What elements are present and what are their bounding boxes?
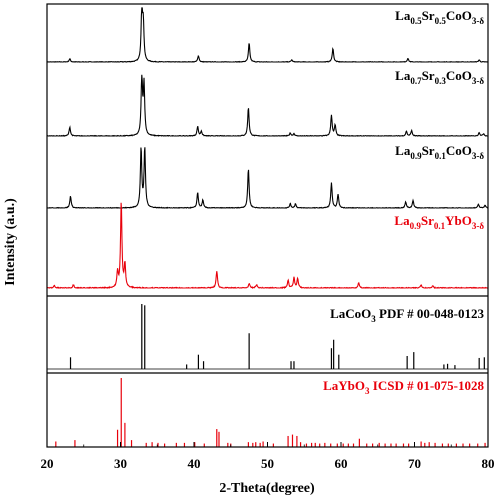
panel-5: LaCoO3 PDF # 00-048-0123 bbox=[47, 304, 488, 370]
panel-label-1: La0.5Sr0.5CoO3-δ bbox=[395, 8, 484, 26]
chart-panels: La0.5Sr0.5CoO3-δ La0.7Sr0.3CoO3-δ La0.9Sr0… bbox=[46, 7, 489, 448]
x-tick-label: 30 bbox=[114, 456, 127, 471]
panel-label-4: La0.9Sr0.1YbO3-δ bbox=[394, 213, 484, 231]
x-tick-label: 80 bbox=[482, 456, 495, 471]
panel-4: La0.9Sr0.1YbO3-δ bbox=[46, 202, 489, 290]
panel-1: La0.5Sr0.5CoO3-δ bbox=[46, 7, 489, 63]
chart-axes: 20 30 40 50 60 70 80 bbox=[41, 3, 495, 471]
panel-2: La0.7Sr0.3CoO3-δ bbox=[46, 68, 489, 137]
panel-label-2: La0.7Sr0.3CoO3-δ bbox=[395, 68, 484, 86]
x-axis-label: 2-Theta(degree) bbox=[219, 481, 315, 496]
y-axis-label: Intensity (a.u.) bbox=[3, 198, 18, 286]
x-tick-label: 50 bbox=[261, 456, 274, 471]
x-tick-label: 60 bbox=[335, 456, 348, 471]
pattern-line-4 bbox=[46, 202, 489, 290]
x-tick-label: 20 bbox=[41, 456, 54, 471]
x-tick-label: 40 bbox=[188, 456, 201, 471]
panel-3: La0.9Sr0.1CoO3-δ bbox=[46, 143, 489, 209]
pattern-line-2 bbox=[46, 74, 489, 137]
panel-label-3: La0.9Sr0.1CoO3-δ bbox=[395, 143, 484, 161]
panel-label-6: LaYbO3 ICSD # 01-075-1028 bbox=[323, 378, 484, 396]
panel-6: LaYbO3 ICSD # 01-075-1028 bbox=[47, 378, 488, 448]
x-tick-label: 70 bbox=[408, 456, 421, 471]
pattern-line-1 bbox=[46, 7, 489, 63]
panel-label-5: LaCoO3 PDF # 00-048-0123 bbox=[330, 306, 484, 324]
